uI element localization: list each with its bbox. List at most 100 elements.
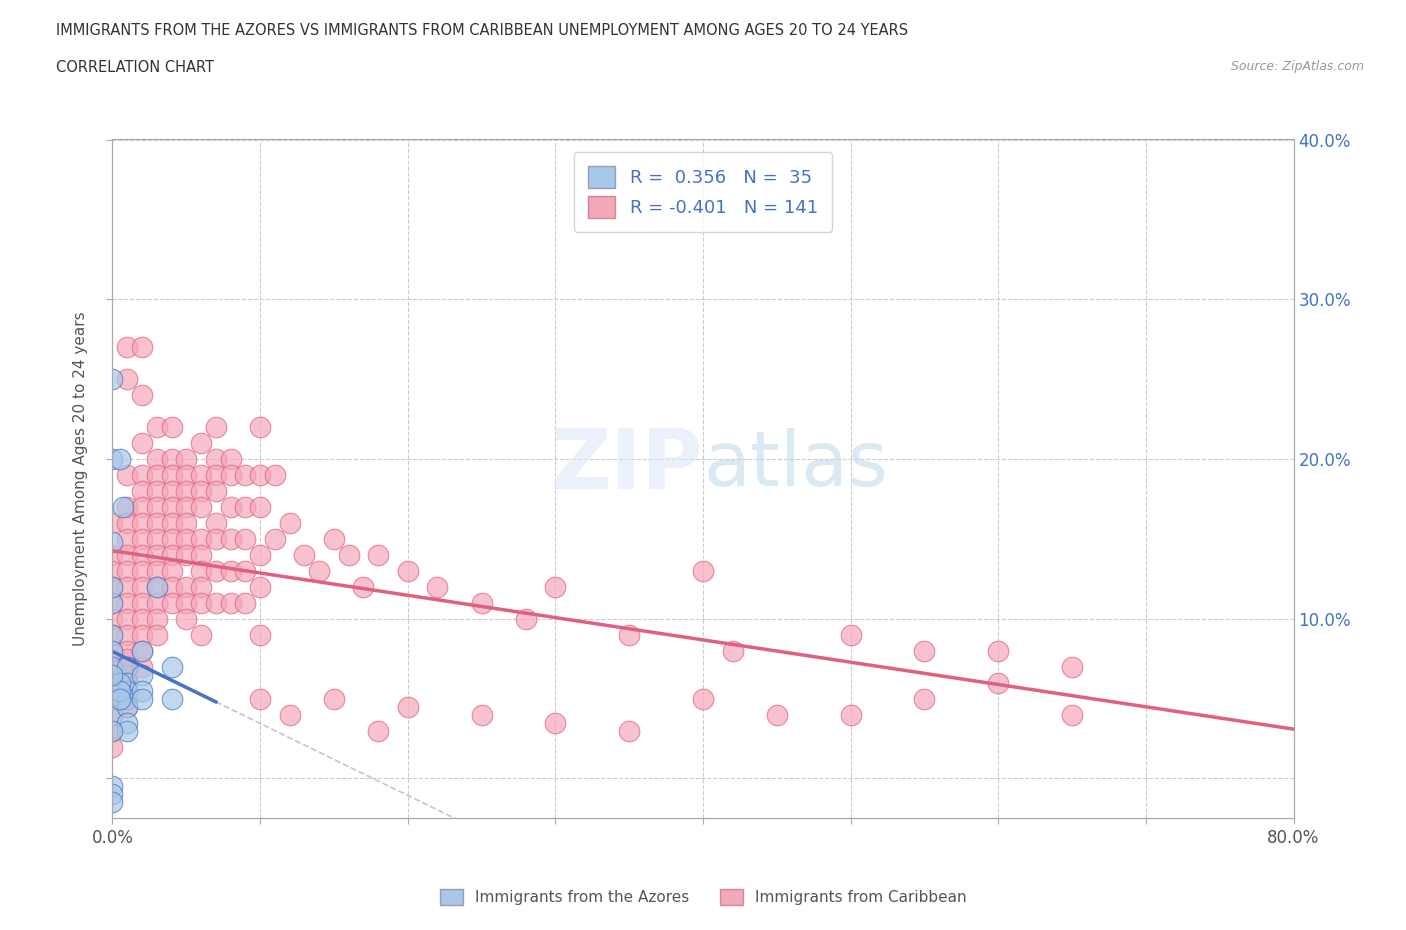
Point xyxy=(131,435,153,450)
Point xyxy=(131,515,153,530)
Point xyxy=(146,548,169,563)
Point xyxy=(515,611,537,626)
Point xyxy=(219,452,242,467)
Point xyxy=(117,579,138,594)
Point xyxy=(131,339,153,354)
Point xyxy=(146,579,169,594)
Point xyxy=(396,564,419,578)
Point xyxy=(101,659,124,674)
Point xyxy=(174,452,197,467)
Point xyxy=(174,484,197,498)
Point xyxy=(205,515,228,530)
Point xyxy=(117,611,138,626)
Point xyxy=(219,595,242,610)
Point xyxy=(233,564,256,578)
Point xyxy=(101,611,124,626)
Point xyxy=(117,691,138,706)
Point xyxy=(101,667,124,682)
Point xyxy=(160,515,183,530)
Point xyxy=(117,515,138,530)
Point xyxy=(160,484,183,498)
Point xyxy=(101,644,124,658)
Point xyxy=(108,452,131,467)
Point xyxy=(219,499,242,514)
Point xyxy=(101,372,124,387)
Point xyxy=(117,339,138,354)
Legend: Immigrants from the Azores, Immigrants from Caribbean: Immigrants from the Azores, Immigrants f… xyxy=(432,882,974,913)
Point xyxy=(146,515,169,530)
Point xyxy=(914,691,936,706)
Point xyxy=(190,531,212,546)
Point xyxy=(205,419,228,434)
Point xyxy=(146,611,169,626)
Point xyxy=(131,691,153,706)
Point xyxy=(174,499,197,514)
Point xyxy=(131,468,153,483)
Point xyxy=(160,452,183,467)
Point xyxy=(117,699,138,714)
Point xyxy=(160,531,183,546)
Point xyxy=(190,595,212,610)
Point xyxy=(117,499,138,514)
Point xyxy=(174,579,197,594)
Point xyxy=(160,468,183,483)
Point xyxy=(131,644,153,658)
Point xyxy=(101,595,124,610)
Point xyxy=(233,531,256,546)
Point xyxy=(131,595,153,610)
Point xyxy=(146,531,169,546)
Point xyxy=(117,675,138,690)
Point xyxy=(146,484,169,498)
Point xyxy=(233,468,256,483)
Point xyxy=(101,548,124,563)
Point xyxy=(619,627,641,642)
Point xyxy=(692,691,714,706)
Point xyxy=(692,564,714,578)
Point xyxy=(101,691,124,706)
Point xyxy=(323,691,346,706)
Point xyxy=(117,627,138,642)
Point xyxy=(101,787,124,802)
Point xyxy=(470,595,494,610)
Point xyxy=(108,675,131,690)
Point xyxy=(174,595,197,610)
Point xyxy=(219,531,242,546)
Point xyxy=(190,484,212,498)
Point xyxy=(190,468,212,483)
Point xyxy=(131,659,153,674)
Point xyxy=(190,564,212,578)
Point xyxy=(249,468,271,483)
Point xyxy=(205,531,228,546)
Point xyxy=(190,435,212,450)
Point xyxy=(323,531,346,546)
Point xyxy=(117,715,138,730)
Point xyxy=(174,611,197,626)
Point xyxy=(766,707,789,722)
Point xyxy=(219,564,242,578)
Point xyxy=(278,707,301,722)
Point xyxy=(101,452,124,467)
Point xyxy=(987,644,1010,658)
Point xyxy=(174,548,197,563)
Point xyxy=(117,667,138,682)
Point xyxy=(160,659,183,674)
Point xyxy=(160,579,183,594)
Point xyxy=(264,468,287,483)
Point xyxy=(987,675,1010,690)
Point xyxy=(117,564,138,578)
Point xyxy=(131,579,153,594)
Point xyxy=(101,564,124,578)
Point xyxy=(619,724,641,738)
Point xyxy=(308,564,330,578)
Point xyxy=(131,531,153,546)
Point xyxy=(839,707,862,722)
Point xyxy=(205,595,228,610)
Point xyxy=(131,499,153,514)
Point xyxy=(914,644,936,658)
Point xyxy=(544,579,567,594)
Point xyxy=(101,627,124,642)
Point xyxy=(544,715,567,730)
Point xyxy=(146,579,169,594)
Text: Source: ZipAtlas.com: Source: ZipAtlas.com xyxy=(1230,60,1364,73)
Point xyxy=(131,611,153,626)
